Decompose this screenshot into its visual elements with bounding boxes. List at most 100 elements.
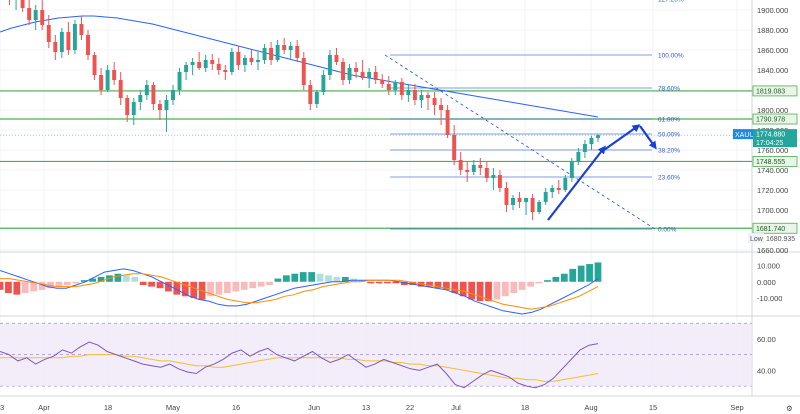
candle — [262, 44, 267, 64]
candle-body — [386, 84, 391, 90]
candle — [393, 80, 398, 95]
sr-price-tag: 1681.740 — [756, 226, 785, 233]
last-price-value: 1774.880 — [756, 132, 785, 139]
macd-axis-label: -10.000 — [757, 294, 782, 303]
macd-histogram-bar — [173, 281, 181, 295]
candle-body — [393, 82, 398, 90]
macd-histogram-bar — [30, 281, 38, 292]
candle-body — [164, 100, 169, 110]
bar-countdown: 17:04:25 — [756, 140, 783, 147]
price-axis-label: 1880.000 — [757, 26, 788, 35]
fib-level-label: 78.60% — [658, 86, 680, 93]
candle — [334, 48, 339, 65]
candle-body — [367, 72, 372, 78]
macd-histogram-bar — [249, 281, 257, 289]
candle — [144, 80, 149, 100]
candle-body — [203, 60, 208, 68]
candle — [543, 188, 548, 205]
candle — [105, 65, 110, 92]
macd-histogram-bar — [47, 281, 54, 289]
macd-histogram-bar — [535, 281, 543, 284]
macd-histogram-bar — [80, 280, 88, 282]
candlesticks — [9, 0, 600, 220]
candle — [537, 200, 542, 214]
candle — [138, 90, 143, 110]
macd-histogram-bar — [552, 276, 560, 282]
macd-histogram-bar — [375, 281, 383, 284]
macd-histogram-bar — [510, 281, 518, 294]
macd-histogram-bar — [139, 281, 147, 285]
candle — [439, 98, 444, 125]
time-axis-label: Jul — [451, 403, 461, 412]
candle — [275, 40, 280, 62]
macd-histogram-bar — [224, 281, 231, 294]
candle-body — [46, 25, 51, 42]
fibonacci-retracement: 127.20%100.00%78.60%61.80%50.00%38.20%23… — [384, 0, 684, 234]
fib-level-label: 23.60% — [658, 175, 680, 182]
macd-histogram-bar — [527, 281, 534, 287]
fib-level-label: 61.80% — [658, 117, 680, 124]
candle-body — [79, 24, 84, 35]
candle — [511, 195, 515, 210]
candle — [321, 70, 326, 95]
candle — [582, 140, 587, 158]
candle — [223, 65, 228, 80]
macd-histogram-bar — [89, 278, 97, 282]
candle — [569, 158, 574, 182]
macd-histogram-bar — [156, 281, 164, 289]
rsi-panel — [0, 322, 752, 389]
candle-body — [426, 95, 430, 98]
candle-body — [157, 104, 162, 110]
candle-body — [190, 62, 195, 65]
macd-histogram-bar — [122, 275, 130, 282]
macd-histogram-bar — [5, 281, 12, 294]
candle-body — [229, 52, 234, 72]
candle — [452, 125, 457, 165]
macd-histogram-bar — [0, 281, 4, 290]
candle-body — [327, 55, 332, 75]
settings-gear-icon[interactable]: ⚙ — [786, 404, 793, 413]
candle-body — [262, 48, 267, 60]
candle — [229, 48, 234, 75]
candle — [15, 0, 17, 10]
macd-histogram-bar — [493, 281, 501, 300]
candle — [171, 85, 175, 105]
macd-histogram-bar — [299, 272, 307, 282]
candle-body — [563, 178, 568, 190]
candle — [40, 0, 45, 30]
symbol-tag: XAUUSD — [735, 132, 764, 139]
candle-body — [92, 55, 97, 75]
sr-price-tag-box — [752, 113, 798, 125]
macd-histogram-bar — [165, 281, 172, 292]
sr-price-tag: 1748.555 — [756, 159, 785, 166]
candle — [151, 82, 156, 110]
macd-histogram-bar — [426, 281, 433, 287]
candle — [576, 148, 581, 165]
time-axis-label: May — [166, 403, 180, 412]
macd-histogram-bar — [434, 281, 442, 289]
candle-body — [59, 32, 64, 52]
candle-body — [478, 165, 483, 168]
low-label: Low — [750, 236, 764, 243]
candle-body — [99, 75, 104, 90]
candle-body — [308, 85, 313, 104]
candle-body — [66, 32, 71, 50]
macd-histogram-bar — [400, 281, 408, 285]
candle — [295, 40, 300, 62]
candle-body — [256, 60, 260, 62]
macd-histogram-bar — [443, 281, 450, 290]
macd-histogram-bar — [316, 273, 324, 282]
candle-body — [216, 64, 221, 70]
candle-body — [596, 135, 600, 138]
candle — [112, 62, 117, 85]
price-axis-label: 1800.000 — [757, 106, 788, 115]
candle — [550, 185, 555, 198]
candle-body — [242, 58, 247, 65]
macd-histogram-bar — [468, 281, 476, 300]
candle — [426, 92, 430, 110]
candle-body — [249, 58, 254, 62]
trend-annotations — [547, 124, 657, 221]
price-axis-label: 1860.000 — [757, 46, 788, 55]
candle — [399, 78, 404, 100]
projection-arrow-up — [603, 124, 641, 151]
